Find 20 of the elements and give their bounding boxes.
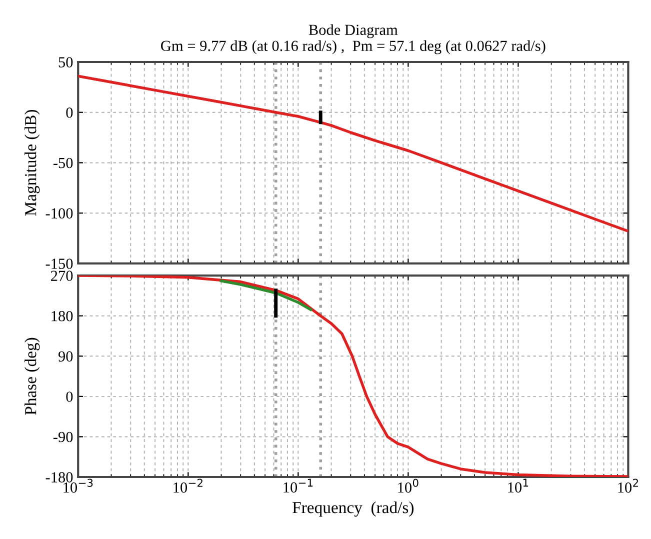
y-tick-label: 180 — [52, 310, 73, 322]
x-tick-label: 10$^{1}$ — [508, 478, 528, 493]
x-tick-label: 10$^{0}$ — [398, 478, 418, 493]
y-tick-label: 90 — [58, 351, 73, 362]
y-tick-label: -50 — [53, 158, 73, 168]
x-tick-label: 10$^{−1}$ — [284, 478, 313, 493]
x-tick-label: 10$^{−2}$ — [174, 478, 202, 493]
y-tick-label: 0 — [66, 107, 73, 118]
chart-subtitle: Gm = 9.77 dB (at 0.16 rad/s) , Pm = 57.1 deg (at 0.0627 rad/s) — [161, 40, 546, 54]
y-tick-label: 50 — [58, 57, 73, 68]
y-tick-label: -150 — [46, 258, 73, 269]
y-axis-title: Phase (deg) — [24, 338, 40, 415]
y-tick-label: 270 — [51, 270, 73, 281]
y-tick-label: 0 — [66, 392, 73, 402]
x-tick-label: 10$^{2}$ — [618, 478, 638, 493]
y-axis-title: Magnitude (dB) — [24, 110, 40, 216]
y-tick-label: -100 — [46, 208, 73, 219]
x-axis-title: Frequency (rad/s) — [292, 501, 414, 517]
y-tick-label: -90 — [53, 432, 73, 442]
chart-title: Bode Diagram — [308, 24, 398, 38]
